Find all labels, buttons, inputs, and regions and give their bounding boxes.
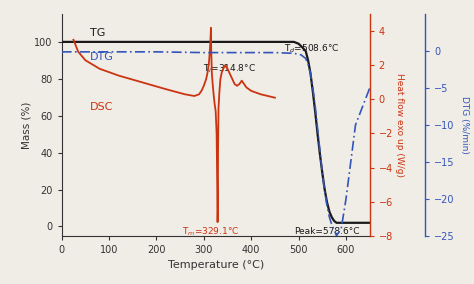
Y-axis label: Heat flow exo up (W/g): Heat flow exo up (W/g) bbox=[395, 73, 404, 177]
Y-axis label: DTG (%/min): DTG (%/min) bbox=[460, 96, 469, 154]
Text: TG: TG bbox=[90, 28, 105, 38]
Text: DTG: DTG bbox=[90, 52, 114, 62]
Text: Peak=578.6°C: Peak=578.6°C bbox=[294, 227, 359, 236]
Text: T$_m$=329.1°C: T$_m$=329.1°C bbox=[182, 225, 240, 238]
Text: DSC: DSC bbox=[90, 102, 113, 112]
Y-axis label: Mass (%): Mass (%) bbox=[21, 101, 31, 149]
Text: T$_i$=314.8°C: T$_i$=314.8°C bbox=[203, 62, 256, 75]
Text: T$_d$=508.6°C: T$_d$=508.6°C bbox=[284, 42, 340, 55]
X-axis label: Temperature (°C): Temperature (°C) bbox=[167, 260, 264, 270]
